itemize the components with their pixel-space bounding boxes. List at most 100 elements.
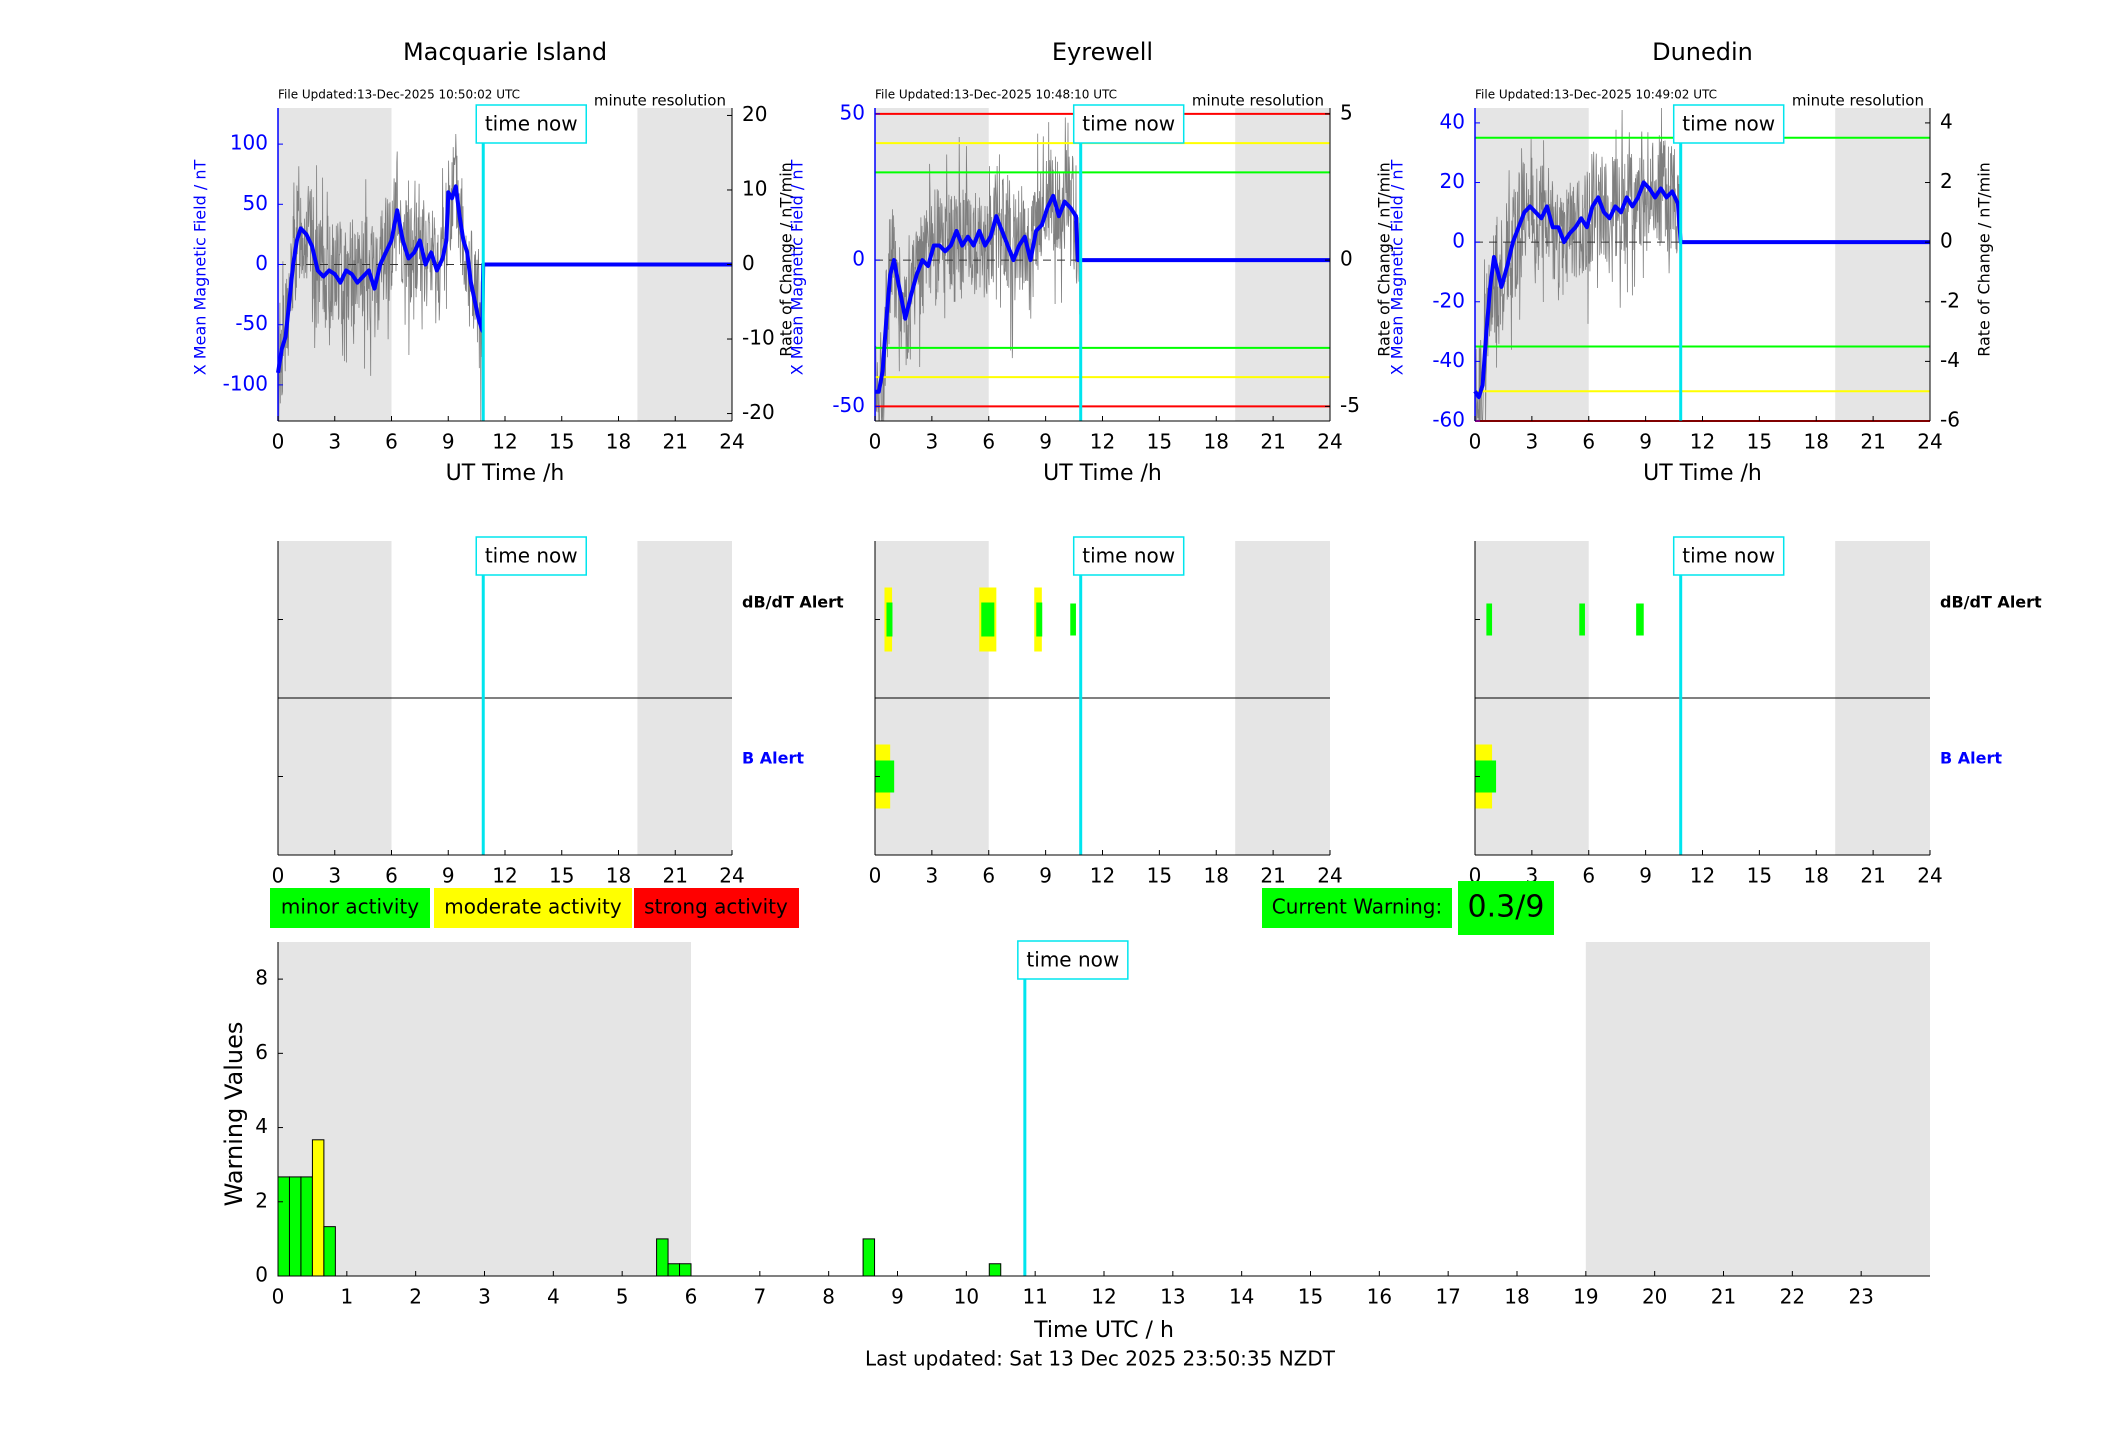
- x-tick-label: 12: [492, 430, 517, 454]
- dbdt-alert-label: dB/dT Alert: [1940, 593, 2042, 612]
- x-axis-label: UT Time /h: [446, 461, 565, 486]
- x-tick-label: 3: [328, 430, 341, 454]
- x-tick-label: 24: [719, 864, 744, 888]
- x-tick-label: 24: [1917, 430, 1942, 454]
- x-tick-label: 24: [719, 430, 744, 454]
- x-tick-label: 6: [1582, 430, 1595, 454]
- warning-bar: [311, 1139, 325, 1277]
- x-tick-label: 18: [606, 430, 631, 454]
- x-tick-label: 9: [1639, 864, 1652, 888]
- x-axis-label: Time UTC / h: [1033, 1318, 1174, 1343]
- raw-rate-trace: [1474, 107, 1681, 422]
- dbdt-alert-inner: [1036, 602, 1043, 637]
- x-tick-label: 6: [385, 430, 398, 454]
- time-now-box: [1072, 536, 1185, 576]
- y-tick-label: 50: [243, 191, 268, 215]
- time-now-box: [1072, 104, 1185, 144]
- y2-tick-label: 20: [742, 102, 767, 126]
- y-axis-label: Warning Values: [220, 1022, 248, 1207]
- x-tick-label: 15: [1747, 430, 1772, 454]
- y2-tick-label: -5: [1340, 393, 1360, 417]
- y-tick-label: -60: [1432, 408, 1465, 432]
- y-tick-label: 6: [255, 1040, 268, 1064]
- y-tick-label: 0: [255, 1263, 268, 1287]
- file-updated-label: File Updated:13-Dec-2025 10:48:10 UTC: [875, 88, 1117, 102]
- y-tick-label: -20: [1432, 288, 1465, 312]
- x-tick-label: 0: [1469, 430, 1482, 454]
- x-tick-label: 10: [954, 1285, 979, 1309]
- x-tick-label: 15: [1747, 864, 1772, 888]
- warning-bar: [667, 1263, 681, 1277]
- x-tick-label: 3: [926, 864, 939, 888]
- x-axis-label: UT Time /h: [1643, 461, 1762, 486]
- y-tick-label: 0: [255, 251, 268, 275]
- legend-moderate-label: moderate activity: [444, 895, 622, 919]
- y2-tick-label: 2: [1940, 169, 1953, 193]
- dbdt-alert-inner: [886, 602, 893, 637]
- time-now-label: time now: [1682, 112, 1775, 136]
- file-updated-label: File Updated:13-Dec-2025 10:50:02 UTC: [278, 88, 520, 102]
- b-alert-label: B Alert: [1940, 749, 2002, 768]
- current-warning-label: Current Warning:: [1272, 895, 1442, 919]
- y-tick-label: 50: [840, 100, 865, 124]
- time-now-box: [475, 104, 587, 144]
- x-tick-label: 12: [1090, 864, 1115, 888]
- current-warning-box: [1262, 888, 1452, 928]
- y2-tick-label: 10: [742, 176, 767, 200]
- time-now-label: time now: [1082, 112, 1175, 136]
- warning-bar: [679, 1263, 692, 1277]
- night-shading: [1585, 942, 1930, 1276]
- x-tick-label: 18: [1204, 430, 1229, 454]
- warning-bar: [323, 1226, 336, 1277]
- legend-minor-label: minor activity: [281, 895, 419, 919]
- x-tick-label: 21: [1860, 430, 1885, 454]
- x-tick-label: 18: [1504, 1285, 1529, 1309]
- x-tick-label: 12: [1091, 1285, 1116, 1309]
- warning-bar: [988, 1263, 1002, 1277]
- dbdt-alert-bar: [1070, 603, 1076, 636]
- x-tick-label: 6: [982, 430, 995, 454]
- warning-bar: [862, 1238, 876, 1277]
- b-alert-inner: [875, 760, 895, 793]
- x-tick-label: 3: [926, 430, 939, 454]
- x-tick-label: 11: [1022, 1285, 1047, 1309]
- y2-tick-label: 0: [742, 251, 755, 275]
- x-tick-label: 7: [753, 1285, 766, 1309]
- x-tick-label: 18: [1204, 864, 1229, 888]
- x-tick-label: 3: [1526, 430, 1539, 454]
- x-tick-label: 2: [409, 1285, 422, 1309]
- time-now-label: time now: [485, 544, 578, 568]
- legend-moderate-swatch: [434, 888, 632, 928]
- station-title: Dunedin: [1652, 38, 1753, 66]
- y-tick-label: 100: [230, 131, 268, 155]
- y2-tick-label: -10: [742, 326, 775, 350]
- x-tick-label: 18: [1804, 864, 1829, 888]
- y-tick-label: -50: [235, 311, 268, 335]
- resolution-label: minute resolution: [1792, 92, 1924, 110]
- x-tick-label: 22: [1780, 1285, 1805, 1309]
- dbdt-alert-label: dB/dT Alert: [742, 593, 844, 612]
- time-now-label: time now: [485, 112, 578, 136]
- night-shading: [278, 942, 691, 1276]
- station-title: Eyrewell: [1052, 38, 1153, 66]
- y2-tick-label: -6: [1940, 408, 1960, 432]
- x-tick-label: 12: [492, 864, 517, 888]
- x-tick-label: 15: [1147, 430, 1172, 454]
- x-tick-label: 9: [1039, 430, 1052, 454]
- dbdt-alert-bar: [1486, 603, 1493, 636]
- x-tick-label: 0: [272, 430, 285, 454]
- time-now-box: [475, 536, 587, 576]
- x-tick-label: 0: [869, 430, 882, 454]
- x-tick-label: 21: [1860, 864, 1885, 888]
- x-tick-label: 15: [1147, 864, 1172, 888]
- x-tick-label: 21: [1260, 864, 1285, 888]
- b-alert-label: B Alert: [742, 749, 804, 768]
- x-tick-label: 0: [272, 864, 285, 888]
- dbdt-alert-inner: [981, 602, 995, 637]
- b-alert-inner: [1475, 760, 1497, 793]
- right-axis-title: Rate of Change / nT/min: [777, 162, 796, 357]
- x-tick-label: 8: [822, 1285, 835, 1309]
- x-tick-label: 21: [663, 864, 688, 888]
